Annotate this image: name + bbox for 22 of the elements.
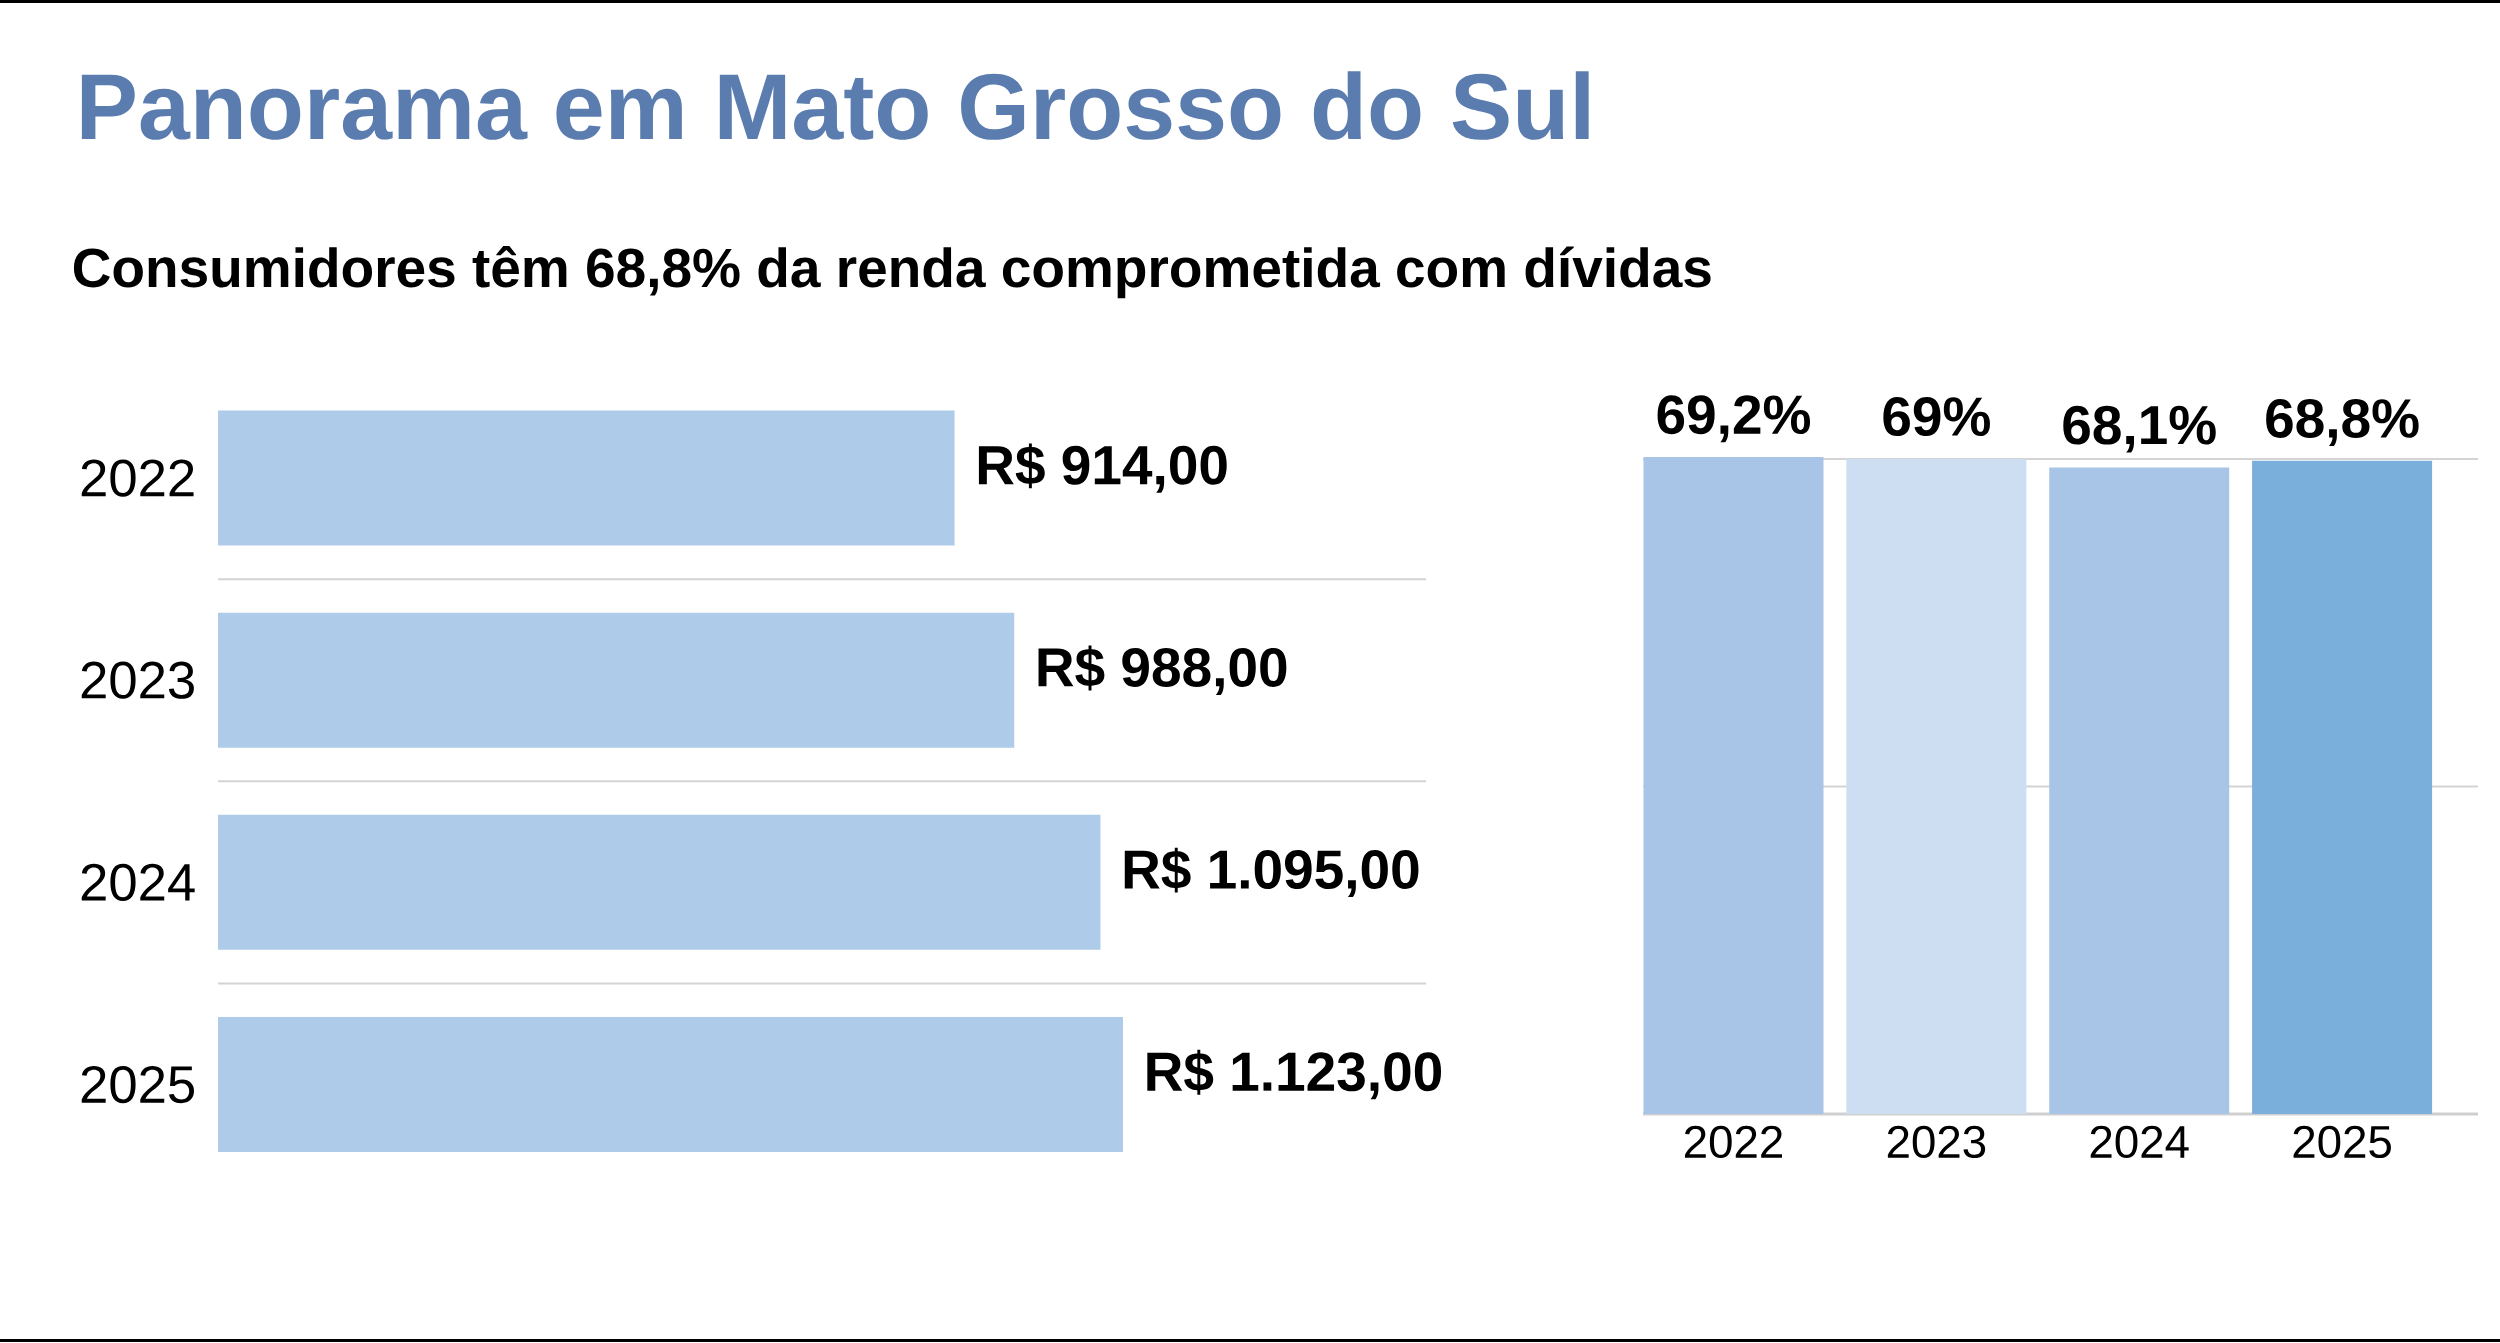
data-label: R$ 988,00 [1038,645,1287,695]
chart-title: Panorama em Mato Grosso do Sul [81,71,1589,140]
y-tick-label: 2025 [81,1065,194,1104]
x-tick-label: 2023 [1887,1125,1986,1159]
x-tick-label: 2024 [2090,1125,2189,1159]
chart-subtitle: Consumidores têm 68,8% da renda comprometida com dívidas [73,245,1711,299]
y-tick-label: 2024 [81,863,195,902]
data-label: 68,8% [2266,399,2419,446]
bar [218,612,1015,748]
data-label: 69,2% [1657,395,1811,443]
data-label: R$ 1.095,00 [1124,847,1419,898]
x-tick-label: 2025 [2293,1125,2391,1159]
bar [218,814,1101,950]
data-label: R$ 914,00 [978,443,1227,493]
data-label: R$ 1.123,00 [1147,1049,1442,1100]
bar [218,410,955,546]
data-label: 69% [1883,397,1990,437]
y-tick-label: 2022 [81,459,194,497]
y-tick-label: 2023 [81,661,194,699]
data-label: 68,1% [2063,405,2216,453]
x-tick-label: 2022 [1685,1125,1782,1159]
bar [218,1017,1124,1153]
